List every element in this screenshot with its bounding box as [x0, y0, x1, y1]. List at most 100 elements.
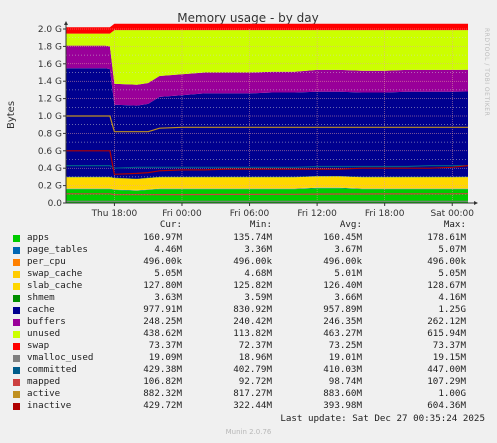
x-tick-label: Fri 18:00 — [365, 209, 405, 218]
legend-series-name: inactive — [27, 400, 72, 411]
legend-cur-value: 248.25M — [143, 316, 182, 327]
overlay-lines — [66, 115, 469, 202]
y-tick-label: 0.0 — [48, 199, 63, 209]
legend-swatch — [13, 378, 20, 386]
legend-max-value: 107.29M — [427, 376, 466, 387]
legend-max-value: 178.61M — [427, 232, 466, 243]
legend-cur-value: 73.37M — [148, 340, 182, 351]
legend-avg-value: 3.66M — [334, 292, 362, 303]
legend-avg-value: 5.01M — [334, 268, 362, 279]
legend-swatch — [13, 318, 20, 326]
legend-swatch — [13, 330, 20, 338]
legend-series-name: unused — [27, 328, 61, 339]
legend-min-value: 92.72M — [238, 376, 272, 387]
legend-avg-value: 160.45M — [323, 232, 362, 243]
legend-max-value: 5.05M — [438, 268, 466, 279]
axes: 0.0 0.2 G 0.4 G 0.6 G 0.8 G 1.0 G 1.2 G 1.4 G 1.… — [38, 21, 478, 218]
legend-max-value: 496.00k — [427, 256, 466, 267]
legend-avg-value: 246.35M — [323, 316, 362, 327]
legend-row-swap-cache: swap_cache 5.05M 4.68M 5.01M 5.05M — [12, 268, 486, 280]
y-tick-label: 1.4 G — [38, 77, 62, 87]
x-tick-label: Fri 06:00 — [230, 209, 270, 218]
legend-max-value: 128.67M — [427, 280, 466, 291]
legend-row-vmalloc-used: vmalloc_used 19.09M 18.96M 19.01M 19.15M — [12, 352, 486, 364]
y-tick-label: 0.4 G — [38, 164, 62, 174]
legend-series-name: swap_cache — [27, 268, 83, 279]
legend-swatch — [13, 354, 20, 362]
legend-avg-value: 883.60M — [323, 388, 362, 399]
legend-row-active: active 882.32M 817.27M 883.60M 1.00G — [12, 388, 486, 400]
legend-series-name: active — [27, 388, 61, 399]
legend-min-value: 18.96M — [238, 352, 272, 363]
area-apps — [66, 188, 468, 203]
legend-cur-value: 5.05M — [154, 268, 182, 279]
legend-rows: apps 160.97M 135.74M 160.45M 178.61M page_tab… — [12, 232, 486, 412]
legend-row-swap: swap 73.37M 72.37M 73.25M 73.37M — [12, 340, 486, 352]
legend-cur-value: 429.72M — [143, 400, 182, 411]
legend-series-cell: swap — [12, 340, 92, 352]
legend-row-mapped: mapped 106.82M 92.72M 98.74M 107.29M — [12, 376, 486, 388]
y-tick-label: 1.8 G — [38, 42, 62, 52]
legend-max-value: 1.25G — [438, 304, 466, 315]
legend-series-name: page_tables — [27, 244, 88, 255]
y-tick-label: 1.2 G — [38, 95, 62, 105]
y-axis-arrow — [64, 21, 68, 25]
legend-header: Cur: Min: Avg: Max: — [12, 219, 486, 232]
legend-series-name: cache — [27, 304, 55, 315]
line-mapped — [66, 193, 469, 196]
legend-cur-value: 19.09M — [148, 352, 182, 363]
legend-table: Cur: Min: Avg: Max: apps 160.97M 135.74M 16… — [12, 219, 486, 412]
legend-avg-value: 410.03M — [323, 364, 362, 375]
legend-series-cell: inactive — [12, 400, 92, 412]
legend-series-cell: vmalloc_used — [12, 352, 94, 364]
line-active — [66, 115, 468, 133]
legend-max-value: 5.07M — [438, 244, 466, 255]
legend-max-value: 1.00G — [438, 388, 466, 399]
legend-max-value: 4.16M — [438, 292, 466, 303]
legend-max-value: 262.12M — [427, 316, 466, 327]
legend-cur-value: 3.63M — [154, 292, 182, 303]
legend-series-name: vmalloc_used — [27, 352, 94, 363]
legend-max-value: 19.15M — [432, 352, 466, 363]
legend-series-cell: mapped — [12, 376, 92, 388]
y-tick-label: 0.8 G — [38, 129, 62, 139]
legend-avg-value: 393.98M — [323, 400, 362, 411]
legend-cur-value: 127.80M — [143, 280, 182, 291]
x-axis-arrow — [474, 201, 478, 205]
legend-series-cell: cache — [12, 304, 92, 316]
legend-min-value: 4.68M — [244, 268, 272, 279]
y-tick-label: 1.6 G — [38, 60, 62, 70]
y-tick-label: 2.0 G — [38, 25, 62, 35]
chart-title: Memory usage - by day — [177, 11, 318, 25]
legend-avg-value: 98.74M — [328, 376, 362, 387]
y-tick-label: 1.0 G — [38, 112, 62, 122]
x-tick-label: Sat 00:00 — [430, 209, 474, 218]
legend-row-inactive: inactive 429.72M 322.44M 393.98M 604.36M — [12, 400, 486, 412]
legend-row-shmem: shmem 3.63M 3.59M 3.66M 4.16M — [12, 292, 486, 304]
legend-series-cell: swap_cache — [12, 268, 92, 280]
legend-avg-value: 496.00k — [323, 256, 362, 267]
legend-swatch — [13, 306, 20, 314]
legend-avg-value: 19.01M — [328, 352, 362, 363]
legend-series-name: mapped — [27, 376, 61, 387]
legend-min-value: 240.42M — [233, 316, 272, 327]
area-buffers — [66, 45, 468, 106]
munin-version: Munin 2.0.76 — [225, 428, 272, 436]
y-tick-label: 0.2 G — [38, 182, 62, 192]
legend-cur-value: 429.38M — [143, 364, 182, 375]
legend-avg-value: 126.40M — [323, 280, 362, 291]
legend-series-name: swap — [27, 340, 50, 351]
legend-swatch — [13, 258, 20, 266]
legend-min-value: 830.92M — [233, 304, 272, 315]
legend-swatch — [13, 342, 20, 350]
memory-usage-chart: Memory usage - by day Bytes RRDTOOL / TO… — [6, 11, 490, 218]
legend-header-min: Min: — [249, 219, 272, 230]
legend-series-name: slab_cache — [27, 280, 83, 291]
legend-series-cell: page_tables — [12, 244, 92, 256]
legend-series-name: buffers — [27, 316, 66, 327]
legend-avg-value: 3.67M — [334, 244, 362, 255]
legend-row-page-tables: page_tables 4.46M 3.36M 3.67M 5.07M — [12, 244, 486, 256]
legend-series-cell: unused — [12, 328, 92, 340]
legend-swatch — [13, 246, 20, 254]
legend-header-cur: Cur: — [159, 219, 182, 230]
